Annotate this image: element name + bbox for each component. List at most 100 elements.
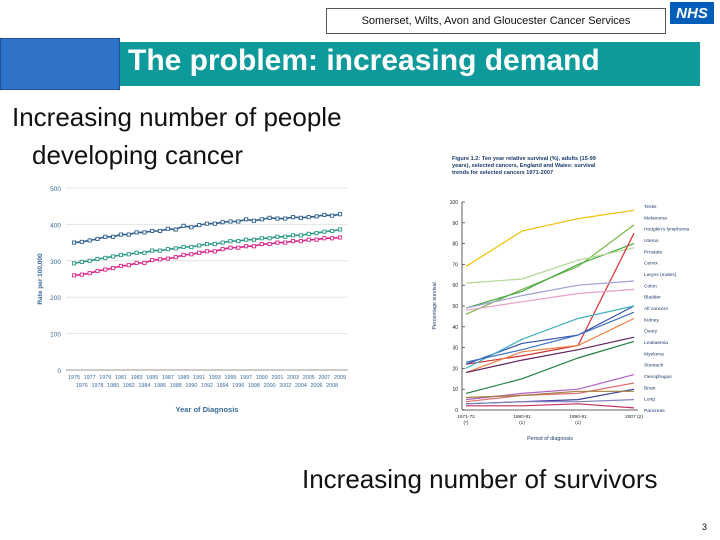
- data-point: [330, 213, 335, 218]
- data-point: [111, 254, 116, 259]
- x-tick-label: 1978: [91, 383, 103, 389]
- data-point: [142, 230, 147, 235]
- nhs-logo: NHS: [670, 2, 714, 24]
- series-line-14: [465, 382, 635, 403]
- x-tick-label: 1995: [224, 375, 236, 381]
- data-point: [244, 244, 249, 249]
- data-point: [111, 266, 116, 271]
- data-point: [283, 240, 288, 245]
- series-line-3: [465, 247, 635, 284]
- data-point: [103, 255, 108, 260]
- x-axis-label: Year of Diagnosis: [176, 405, 239, 414]
- data-point: [197, 243, 202, 248]
- y-tick-label: 500: [50, 186, 61, 193]
- data-point: [306, 215, 311, 220]
- data-point: [150, 258, 155, 263]
- x-tick-label: 2001: [271, 375, 283, 381]
- x-tick-label: 1975: [68, 375, 80, 381]
- data-point: [118, 252, 123, 258]
- data-point: [87, 238, 92, 243]
- data-point: [181, 252, 186, 258]
- data-point: [236, 239, 241, 244]
- data-point: [322, 229, 327, 234]
- data-point: [95, 256, 100, 262]
- series-line-12: [465, 340, 635, 394]
- data-point: [134, 230, 139, 235]
- data-point: [236, 245, 241, 250]
- legend-label: Melanoma: [644, 215, 667, 221]
- legend-label: Uterus: [644, 238, 659, 244]
- data-point: [165, 247, 170, 252]
- series-line-5: [465, 288, 635, 311]
- header-org-box: Somerset, Wilts, Avon and Gloucester Can…: [326, 8, 666, 34]
- data-point: [111, 234, 116, 239]
- x-tick-label: 2007 (2): [625, 414, 643, 420]
- data-point: [71, 261, 77, 266]
- data-point: [298, 233, 303, 238]
- data-point: [322, 236, 327, 241]
- x-tick-label: 2000: [264, 383, 276, 389]
- x-tick-label: 1989: [178, 375, 190, 381]
- data-point: [212, 242, 217, 247]
- data-point: [126, 232, 131, 237]
- data-point: [330, 228, 335, 234]
- data-point: [314, 237, 319, 242]
- data-point: [306, 231, 311, 236]
- data-point: [204, 242, 210, 247]
- x-tick-label: 1982: [123, 383, 135, 389]
- x-tick-label: 2002: [279, 383, 291, 389]
- y-tick-label: 0: [455, 408, 458, 414]
- legend-label: Stomach: [644, 363, 664, 369]
- y-tick-label: 10: [452, 387, 458, 393]
- series-line-17: [465, 399, 635, 405]
- x-tick-label: (*): [463, 420, 468, 426]
- data-point: [79, 272, 84, 277]
- data-point: [158, 248, 163, 253]
- x-tick-label: 1990: [185, 383, 197, 389]
- data-point: [134, 250, 139, 255]
- data-point: [275, 216, 280, 221]
- x-tick-label: 2003: [287, 375, 299, 381]
- survival-chart: Figure 1.2: Ten year relative survival (…: [432, 156, 690, 442]
- legend-label: Larynx (males): [644, 272, 677, 278]
- data-point: [259, 242, 264, 247]
- data-point: [275, 234, 280, 239]
- data-point: [267, 215, 272, 220]
- data-point: [158, 257, 163, 262]
- data-point: [298, 239, 303, 244]
- y-tick-label: 30: [452, 346, 458, 352]
- data-point: [337, 212, 343, 217]
- survival-chart-title: Figure 1.2: Ten year relative survival (…: [452, 156, 596, 176]
- survivors-caption: Increasing number of survivors: [302, 464, 658, 494]
- x-tick-label: 1991: [193, 375, 205, 381]
- data-point: [181, 244, 186, 250]
- data-point: [181, 223, 186, 228]
- data-point: [267, 242, 272, 247]
- data-point: [236, 219, 241, 224]
- legend-label: Lung: [644, 397, 655, 403]
- data-point: [314, 214, 319, 219]
- legend-label: Colon: [644, 283, 657, 289]
- data-point: [259, 236, 264, 241]
- y-tick-label: 100: [50, 332, 61, 339]
- data-point: [173, 255, 178, 260]
- legend-label: Leukaemia: [644, 340, 668, 346]
- page-number: 3: [702, 522, 708, 532]
- decorative-block: [0, 38, 120, 90]
- data-point: [173, 227, 178, 232]
- data-point: [142, 260, 147, 266]
- x-tick-label: 1993: [209, 375, 221, 381]
- data-point: [189, 225, 194, 230]
- data-point: [87, 258, 92, 263]
- data-point: [322, 212, 327, 217]
- data-point: [204, 249, 210, 254]
- data-point: [275, 240, 280, 245]
- data-point: [220, 220, 225, 225]
- slide-title: The problem: increasing demand: [128, 44, 600, 77]
- data-point: [165, 226, 170, 231]
- data-point: [189, 252, 194, 257]
- legend-label: Brain: [644, 385, 656, 391]
- y-axis-label: Rate per 100,000: [37, 253, 44, 305]
- x-tick-label: 2005: [303, 375, 315, 381]
- x-tick-label: 1980-81: [513, 414, 531, 420]
